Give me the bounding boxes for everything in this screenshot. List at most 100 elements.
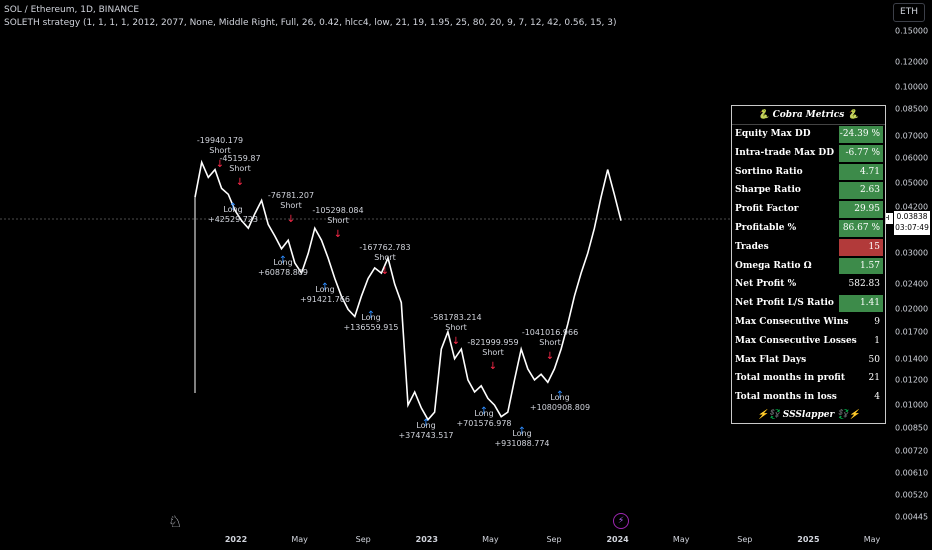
plot-area bbox=[194, 159, 622, 422]
trade-side-label: Long bbox=[361, 313, 380, 322]
long-arrow-icon: ↑ bbox=[321, 282, 329, 293]
price-tick: 0.12000 bbox=[895, 57, 929, 67]
long-arrow-icon: ↑ bbox=[422, 418, 430, 429]
metrics-row: Equity Max DD -24.39 % bbox=[732, 125, 885, 144]
trade-side-label: Long bbox=[315, 285, 334, 294]
long-arrow-icon: ↑ bbox=[518, 426, 526, 437]
price-tick: 0.01400 bbox=[895, 354, 929, 364]
short-arrow-icon: ↓ bbox=[381, 266, 389, 277]
trade-profit-label: -1041016.966 bbox=[522, 328, 578, 337]
short-arrow-icon: ↓ bbox=[216, 159, 224, 170]
time-tick: May bbox=[672, 535, 690, 544]
price-axis[interactable]: 0.15000 0.12000 0.10000 0.08500 0.07000 0.060… bbox=[895, 0, 932, 530]
metric-value: -24.39 % bbox=[839, 126, 883, 143]
metric-label: Intra-trade Max DD bbox=[735, 147, 835, 158]
metric-value: 582.83 % bbox=[848, 279, 881, 306]
price-tick: 0.05000 bbox=[895, 178, 929, 188]
metric-label: Max Consecutive Wins bbox=[735, 316, 849, 327]
time-tick: May bbox=[291, 535, 308, 544]
metrics-row: Max Consecutive Wins 9 bbox=[732, 313, 885, 332]
metrics-row: Omega Ratio Ω 1.57 bbox=[732, 257, 885, 276]
metrics-footer: ⚡💱 SSSlapper 💱⚡ bbox=[757, 410, 860, 420]
currency-badge[interactable]: ETH bbox=[893, 3, 925, 22]
metrics-row: Net Profit % 582.83 % bbox=[732, 275, 885, 306]
trade-profit-label: -581783.214 bbox=[430, 313, 481, 322]
metric-label: Sortino Ratio bbox=[735, 166, 803, 177]
price-tick: 0.01000 bbox=[895, 400, 929, 410]
metrics-row: Profitable % 86.67 % bbox=[732, 219, 885, 238]
trade-side-label: Long bbox=[416, 421, 435, 430]
metric-label: Sharpe Ratio bbox=[735, 185, 801, 196]
price-tick: 0.08500 bbox=[895, 104, 929, 114]
metric-label: Max Flat Days bbox=[735, 354, 807, 365]
trade-profit-label: -105298.084 bbox=[312, 206, 363, 215]
metric-label: Max Consecutive Losses bbox=[735, 335, 857, 346]
time-tick: May bbox=[482, 535, 499, 544]
cobra-metrics-table: 🐍 Cobra Metrics 🐍 Equity Max DD -24.39 % I… bbox=[731, 105, 886, 424]
time-tick: Sep bbox=[355, 535, 371, 544]
tradingview-logo-icon[interactable]: ♘ bbox=[168, 512, 183, 531]
trade-side-label: Short bbox=[209, 146, 230, 155]
price-tick: 0.04200 bbox=[895, 202, 929, 212]
metric-value: 21 bbox=[868, 373, 880, 384]
metrics-rows: Equity Max DD -24.39 % Intra-trade Max DD -… bbox=[732, 125, 885, 407]
long-arrow-icon: ↑ bbox=[279, 255, 287, 266]
price-tick: 0.00720 bbox=[895, 446, 929, 456]
metrics-row: Profit Factor 29.95 bbox=[732, 200, 885, 219]
time-tick: Sep bbox=[546, 535, 562, 544]
trade-profit-label: +1080908.809 bbox=[530, 403, 590, 412]
metrics-row: Max Flat Days 50 bbox=[732, 351, 885, 370]
time-tick: May bbox=[863, 535, 881, 544]
price-tick: 0.02400 bbox=[895, 279, 929, 289]
trade-profit-label: +931088.774 bbox=[494, 439, 549, 448]
price-tick: 0.00610 bbox=[895, 468, 929, 478]
metrics-row: Trades 15 bbox=[732, 238, 885, 257]
price-tick: 0.00445 bbox=[895, 512, 929, 522]
metric-value: 15 bbox=[839, 238, 883, 256]
short-arrow-icon: ↓ bbox=[452, 336, 460, 347]
price-tick: 0.01700 bbox=[895, 327, 929, 337]
price-tick: 0.02000 bbox=[895, 304, 929, 314]
metric-value: 4.71 bbox=[839, 163, 883, 181]
strategy-legend[interactable]: SOLETH strategy (1, 1, 1, 1, 2012, 2077,… bbox=[4, 18, 617, 28]
trade-profit-label: -821999.959 bbox=[467, 338, 518, 347]
short-arrow-icon: ↓ bbox=[287, 214, 295, 225]
metric-value: 1.57 bbox=[839, 257, 883, 275]
trade-side-label: Short bbox=[374, 253, 395, 262]
trade-profit-label: +91421.766 bbox=[300, 295, 350, 304]
metric-value: 29.95 bbox=[839, 201, 883, 218]
trade-side-label: Short bbox=[482, 348, 503, 357]
trade-profit-label: +136559.915 bbox=[343, 323, 398, 332]
last-price-value: 0.03838 bbox=[896, 212, 928, 221]
metrics-row: Max Consecutive Losses 1 bbox=[732, 332, 885, 351]
metric-label: Profit Factor bbox=[735, 204, 799, 215]
short-arrow-icon: ↓ bbox=[489, 361, 497, 372]
metric-value: -6.77 % bbox=[839, 144, 883, 162]
metric-value: 2.63 bbox=[839, 182, 883, 200]
time-tick: 2022 bbox=[224, 535, 248, 544]
short-arrow-icon: ↓ bbox=[334, 229, 342, 240]
price-tick: 0.01200 bbox=[895, 375, 929, 385]
price-tick: 0.03000 bbox=[895, 248, 929, 258]
symbol-title[interactable]: SOL / Ethereum, 1D, BINANCE bbox=[4, 5, 140, 15]
metric-value: 1.41 bbox=[839, 295, 883, 312]
trade-markers: ↓-19940.179Short↓-45159.87Short↑Long+425… bbox=[197, 136, 590, 448]
trade-side-label: Long bbox=[474, 409, 493, 418]
trade-profit-label: -45159.87 bbox=[219, 154, 260, 163]
trade-side-label: Long bbox=[512, 429, 531, 438]
metric-value: 4 bbox=[874, 392, 880, 403]
lightning-icon[interactable]: ⚡ bbox=[613, 513, 629, 529]
long-arrow-icon: ↑ bbox=[480, 406, 488, 417]
long-arrow-icon: ↑ bbox=[556, 390, 564, 401]
metrics-row: Total months in profit 21 bbox=[732, 369, 885, 388]
trade-side-label: Short bbox=[445, 323, 466, 332]
trade-profit-label: +374743.517 bbox=[398, 431, 453, 440]
trade-profit-label: -76781.207 bbox=[268, 191, 314, 200]
trade-side-label: Long bbox=[223, 205, 242, 214]
short-arrow-icon: ↓ bbox=[546, 351, 554, 362]
trade-side-label: Short bbox=[327, 216, 348, 225]
metrics-title: 🐍 Cobra Metrics 🐍 bbox=[732, 106, 885, 125]
trade-profit-label: +42529.723 bbox=[208, 215, 258, 224]
price-series-line bbox=[194, 159, 622, 422]
